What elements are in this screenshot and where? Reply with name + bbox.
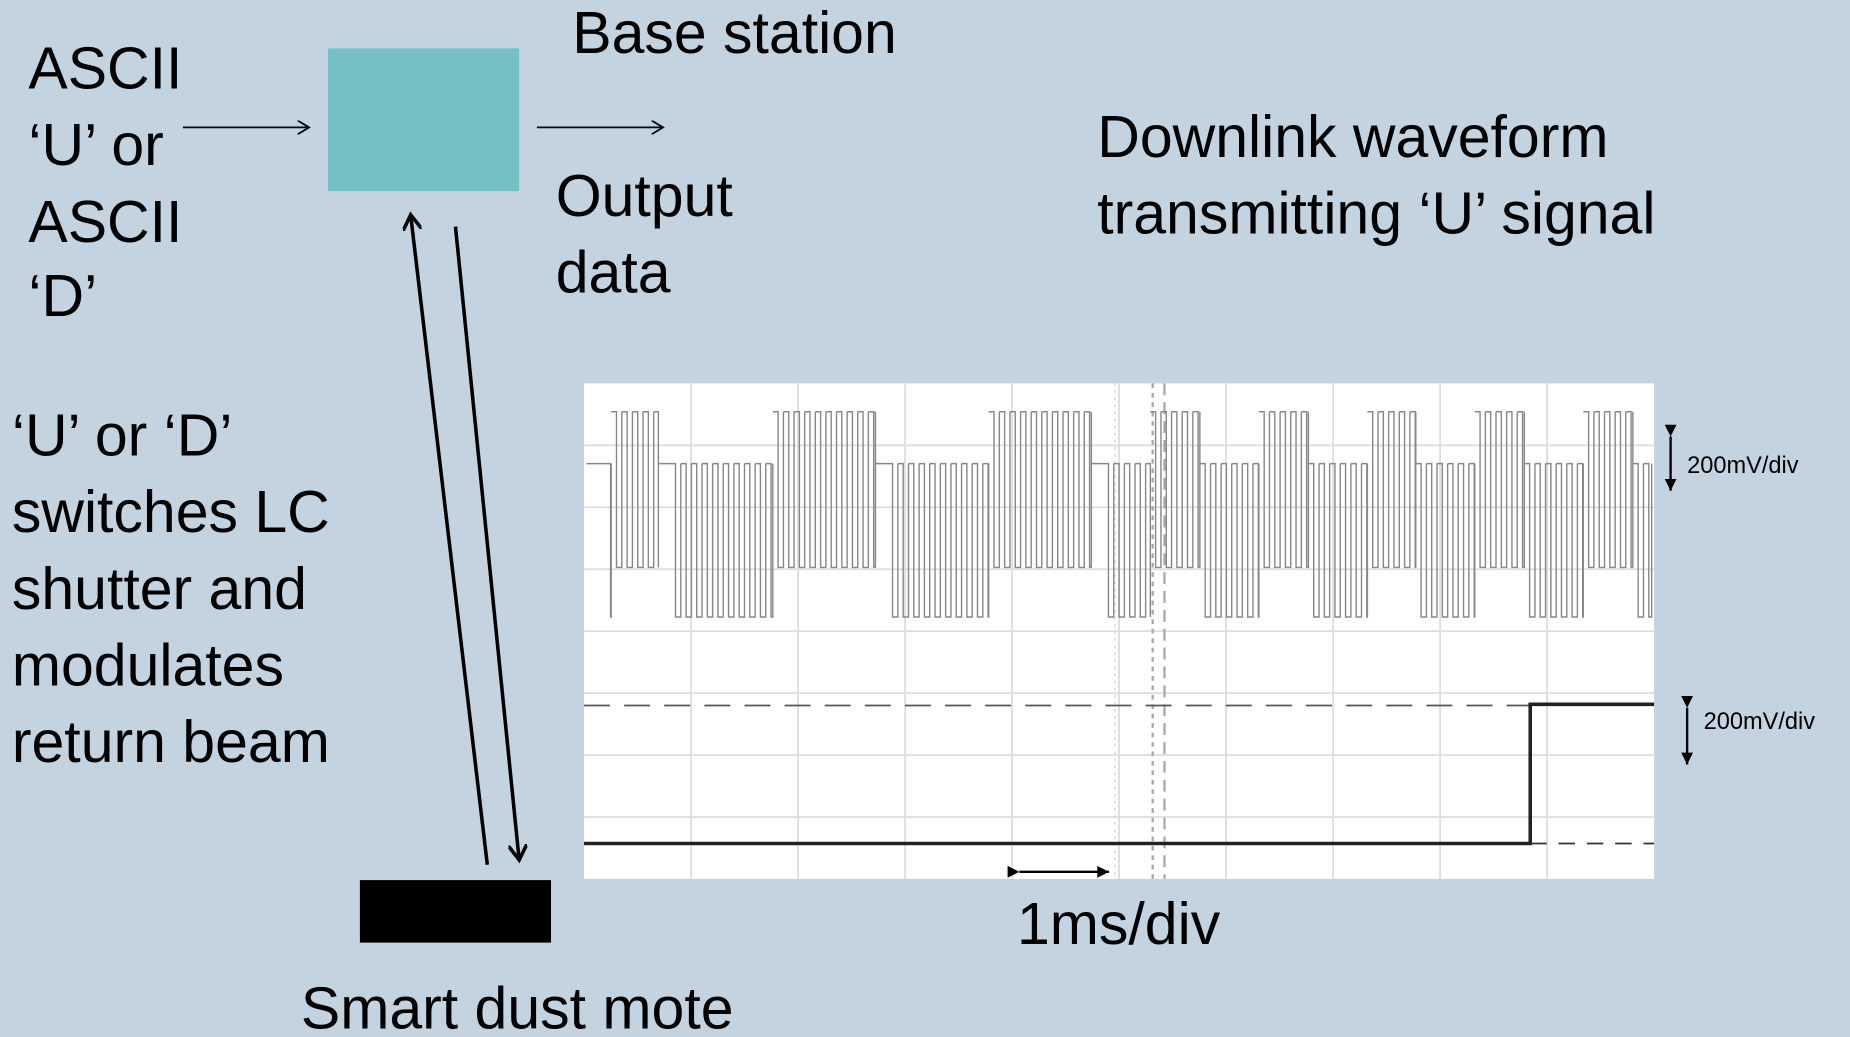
waveform-title: transmitting ‘U’ signal: [1097, 182, 1655, 247]
description: ‘U’ or ‘D’: [12, 403, 233, 468]
output-label: Output: [556, 164, 733, 229]
description: shutter and: [12, 557, 307, 622]
time-scale: 1ms/div: [1017, 892, 1221, 957]
description: modulates: [12, 633, 284, 698]
input-label: ‘D’: [28, 264, 97, 329]
description: return beam: [12, 710, 330, 775]
waveform-title: Downlink waveform: [1097, 105, 1608, 170]
beam-up: [411, 215, 488, 865]
output-label: data: [556, 241, 671, 306]
base-station-label: Base station: [572, 1, 897, 66]
slide: ASCII ‘U’ or ASCII ‘D’ Base station Outp…: [0, 0, 1850, 1037]
base-station-box: [328, 48, 519, 191]
input-label: ASCII: [28, 190, 182, 255]
oscilloscope: [584, 383, 1654, 878]
page: {"input_label": ["ASCII", "‘U’ or", "ASC…: [0, 0, 1850, 1037]
mote-label: Smart dust mote: [301, 977, 734, 1037]
input-label: ASCII: [28, 36, 182, 101]
description: switches LC: [12, 480, 330, 545]
mote-box: [360, 880, 551, 943]
channel-scale: 200mV/div: [1687, 452, 1799, 478]
beam-down: [455, 227, 519, 861]
channel-scale: 200mV/div: [1704, 708, 1816, 734]
input-label: ‘U’ or: [28, 113, 163, 178]
